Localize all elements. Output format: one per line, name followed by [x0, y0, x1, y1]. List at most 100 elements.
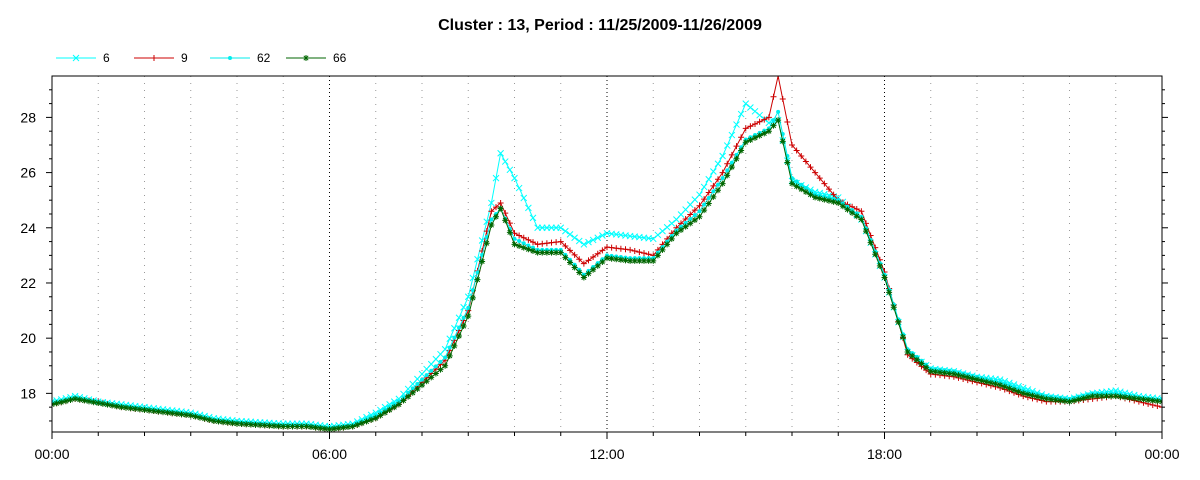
- data-point-9: [761, 116, 768, 123]
- data-point-9: [571, 251, 578, 258]
- data-point-66: [687, 220, 694, 227]
- data-point-66: [303, 423, 310, 430]
- data-point-9: [562, 242, 569, 249]
- data-point-6: [562, 227, 569, 235]
- data-point-66: [1126, 394, 1133, 401]
- data-point-66: [580, 274, 587, 281]
- data-point-9: [516, 232, 523, 239]
- data-point-66: [386, 406, 393, 413]
- data-point-62: [517, 239, 522, 244]
- data-point-62: [466, 305, 471, 310]
- data-point-66: [123, 404, 129, 411]
- data-point-66: [358, 420, 365, 427]
- data-point-62: [771, 118, 776, 123]
- data-point-62: [457, 325, 461, 330]
- data-point-66: [497, 205, 504, 212]
- data-point-66: [779, 138, 786, 145]
- data-point-6: [515, 184, 523, 192]
- data-point-6: [488, 199, 495, 207]
- data-point-66: [206, 416, 213, 423]
- data-point-66: [271, 422, 277, 429]
- data-point-66: [127, 405, 134, 412]
- data-point-66: [691, 217, 698, 224]
- data-point-66: [275, 423, 282, 430]
- data-point-62: [470, 288, 475, 293]
- data-point-66: [345, 424, 351, 431]
- data-point-9: [765, 114, 772, 121]
- data-point-66: [594, 262, 601, 269]
- data-point-6: [580, 240, 588, 248]
- data-point-66: [146, 407, 153, 414]
- data-point-66: [1043, 395, 1050, 402]
- data-point-62: [794, 179, 799, 184]
- data-point-9: [789, 141, 795, 148]
- data-point-66: [1024, 391, 1031, 398]
- data-point-66: [1131, 395, 1138, 402]
- data-point-66: [104, 401, 111, 408]
- data-point-66: [992, 380, 999, 387]
- data-point-9: [557, 238, 564, 245]
- data-point-66: [1057, 397, 1064, 404]
- data-point-66: [761, 130, 768, 137]
- data-point-66: [682, 223, 689, 230]
- data-point-66: [789, 180, 795, 187]
- grid-lines: [97, 76, 1117, 432]
- data-point-66: [668, 235, 675, 242]
- data-point-66: [210, 417, 217, 424]
- data-point-66: [969, 375, 976, 382]
- data-point-66: [261, 422, 268, 429]
- data-point-62: [447, 345, 452, 350]
- data-point-66: [326, 426, 333, 432]
- data-point-6: [737, 110, 745, 118]
- data-point-66: [414, 385, 421, 392]
- data-point-66: [807, 191, 814, 198]
- data-point-66: [724, 172, 731, 179]
- data-point-6: [733, 121, 740, 128]
- data-point-66: [340, 424, 347, 431]
- data-point-66: [890, 304, 897, 311]
- y-tick-label: 26: [20, 165, 36, 181]
- data-point-66: [534, 249, 541, 256]
- data-point-9: [779, 95, 786, 102]
- data-point-66: [62, 398, 69, 405]
- data-point-66: [95, 400, 102, 407]
- data-point-66: [1135, 395, 1142, 402]
- data-point-9: [784, 118, 791, 125]
- data-point-6: [506, 166, 514, 174]
- data-point-9: [752, 121, 758, 128]
- data-point-66: [826, 197, 832, 204]
- data-point-66: [284, 423, 291, 430]
- data-point-66: [479, 258, 486, 265]
- data-point-66: [169, 410, 176, 417]
- data-point-66: [215, 418, 222, 425]
- data-point-9: [641, 250, 647, 257]
- data-point-9: [534, 241, 541, 248]
- data-point-66: [997, 382, 1004, 389]
- data-point-9: [585, 257, 592, 264]
- data-point-66: [1034, 393, 1041, 400]
- legend-item-62: 62: [210, 51, 271, 65]
- data-point-66: [1052, 396, 1059, 403]
- data-point-9: [543, 240, 550, 247]
- data-point-6: [663, 223, 671, 231]
- data-point-9: [617, 245, 624, 252]
- data-point-9: [502, 210, 509, 217]
- data-point-66: [1029, 392, 1036, 399]
- x-tick-label: 00:00: [1144, 446, 1179, 462]
- data-point-62: [433, 364, 438, 369]
- data-point-9: [701, 196, 708, 203]
- data-point-9: [798, 153, 805, 160]
- data-point-66: [1015, 388, 1022, 395]
- data-point-9: [733, 143, 740, 150]
- data-point-9: [539, 240, 546, 247]
- data-point-66: [821, 196, 828, 203]
- data-point-62: [776, 109, 781, 114]
- data-point-9: [821, 180, 828, 187]
- data-point-66: [321, 425, 328, 432]
- data-point-62: [531, 245, 535, 250]
- data-point-66: [76, 396, 83, 403]
- data-point-66: [983, 378, 990, 385]
- data-point-66: [280, 423, 287, 430]
- data-point-9: [756, 118, 763, 125]
- data-point-9: [525, 236, 532, 243]
